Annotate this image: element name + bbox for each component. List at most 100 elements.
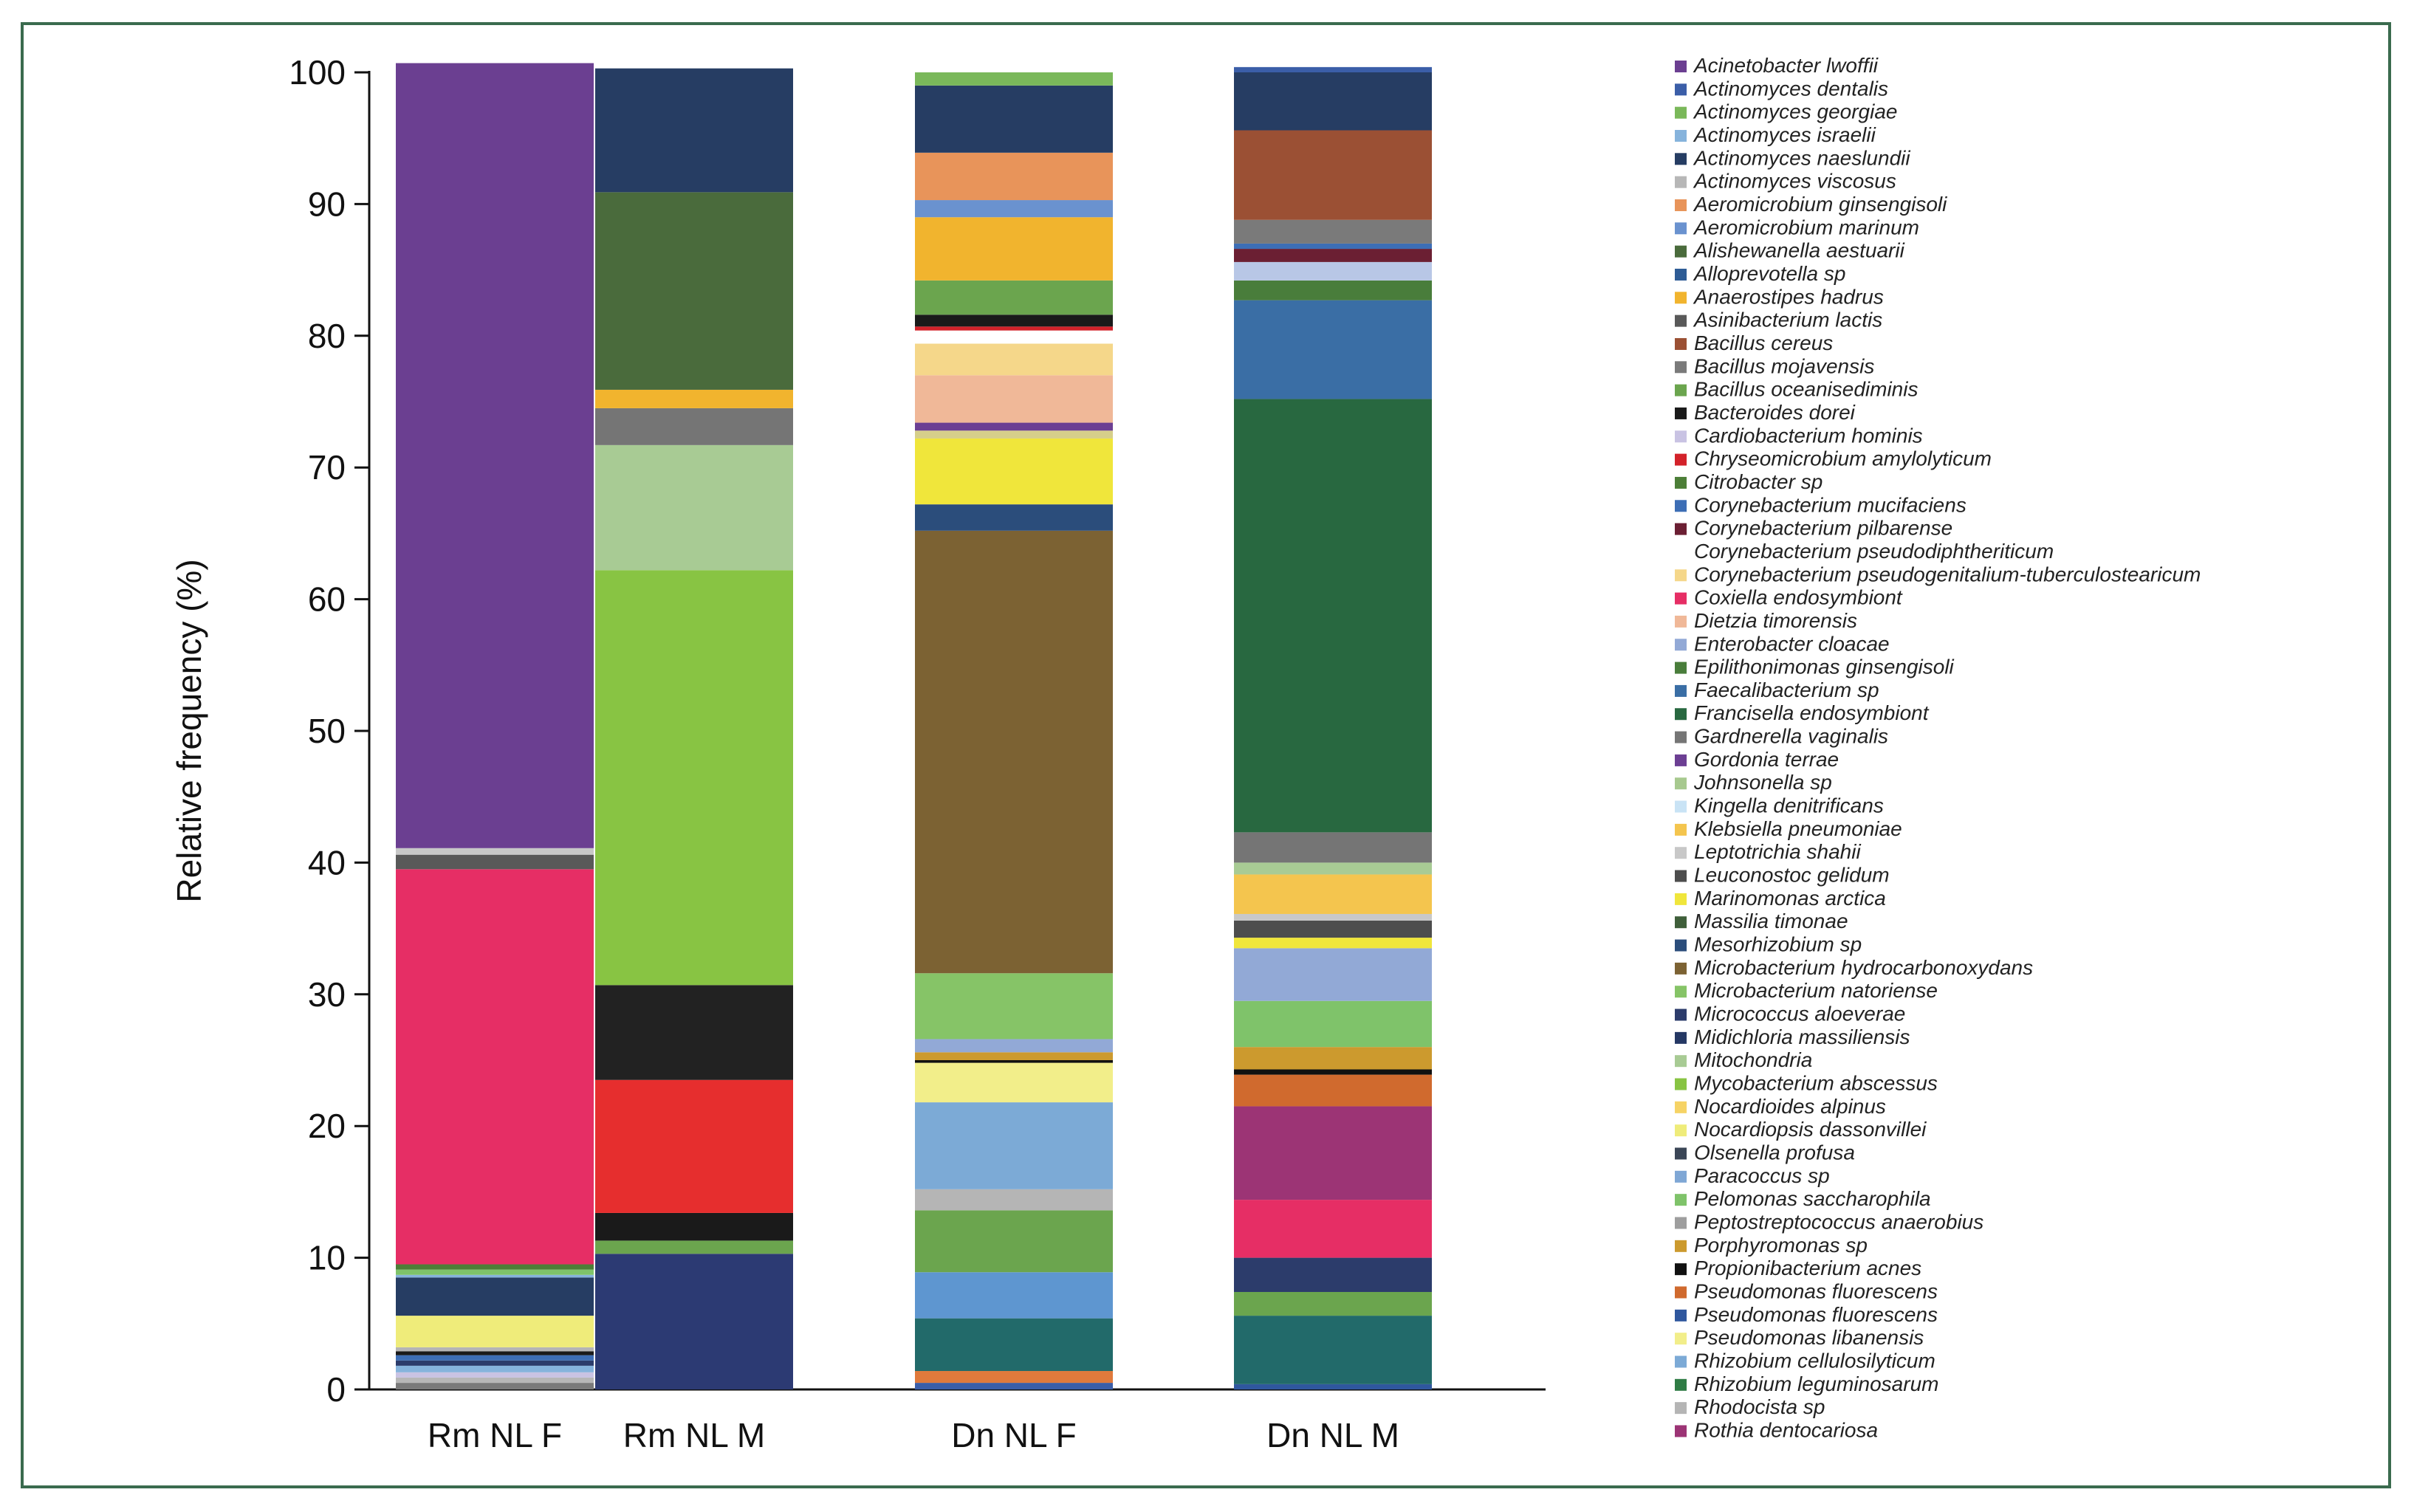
- x-category-label: Dn NL M: [1266, 1416, 1399, 1454]
- legend-label: Microbacterium natoriense: [1694, 979, 1938, 1002]
- legend-swatch: [1675, 1055, 1687, 1068]
- bar-segment: [396, 1269, 594, 1275]
- bar-segment: [1234, 832, 1432, 863]
- bar-segment: [1234, 948, 1432, 1001]
- legend-label: Porphyromonas sp: [1694, 1234, 1868, 1257]
- legend-swatch: [1675, 61, 1687, 72]
- bar-segment: [396, 848, 594, 855]
- bar-segment: [396, 1316, 594, 1347]
- bar-segment: [1234, 1047, 1432, 1070]
- legend-swatch: [1675, 684, 1687, 697]
- legend-label: Asinibacterium lactis: [1693, 309, 1882, 331]
- bar-segment: [396, 1347, 594, 1352]
- legend-swatch: [1675, 337, 1687, 350]
- bar-segment: [595, 1212, 793, 1241]
- bar-segment: [1234, 1291, 1432, 1316]
- legend-label: Faecalibacterium sp: [1694, 678, 1879, 701]
- bar-segment: [396, 1355, 594, 1361]
- bar-segment: [595, 1240, 793, 1254]
- y-tick-label: 20: [308, 1107, 346, 1145]
- y-tick-label: 30: [308, 975, 346, 1014]
- legend-label: Midichloria massiliensis: [1694, 1025, 1910, 1048]
- bar-segment: [1234, 1069, 1432, 1075]
- bar-segment: [396, 1365, 594, 1372]
- legend-swatch: [1675, 106, 1687, 119]
- legend-label: Anaerostipes hadrus: [1693, 285, 1884, 308]
- bar-segment: [915, 326, 1113, 331]
- bar-segment: [915, 1062, 1113, 1103]
- legend-swatch: [1675, 1194, 1687, 1206]
- bar-segment: [915, 200, 1113, 218]
- legend-swatch: [1675, 407, 1687, 419]
- legend-swatch: [1675, 315, 1687, 327]
- legend-label: Bacteroides dorei: [1694, 401, 1856, 424]
- y-tick-label: 90: [308, 185, 346, 223]
- legend-label: Massilia timonae: [1694, 910, 1848, 932]
- y-tick-label: 50: [308, 712, 346, 750]
- legend-swatch: [1675, 292, 1687, 304]
- bar-segment: [915, 430, 1113, 439]
- legend-label: Klebsiella pneumoniae: [1694, 817, 1902, 840]
- legend-label: Rhizobium cellulosilyticum: [1694, 1349, 1935, 1372]
- legend-swatch: [1675, 199, 1687, 211]
- bar-segment: [1234, 249, 1432, 262]
- legend-swatch: [1675, 129, 1687, 142]
- bar-segment: [396, 63, 594, 848]
- legend-label: Marinomonas arctica: [1694, 887, 1886, 910]
- legend-swatch: [1675, 823, 1687, 836]
- legend-label: Acinetobacter lwoffii: [1693, 54, 1879, 77]
- legend-swatch: [1675, 153, 1687, 165]
- legend-label: Kingella denitrificans: [1694, 794, 1884, 817]
- bar-segment: [915, 1371, 1113, 1384]
- bar-segment: [915, 973, 1113, 1040]
- bar-segment: [915, 1383, 1113, 1389]
- legend-label: Corynebacterium mucifaciens: [1694, 493, 1966, 516]
- bar-segment: [1234, 1200, 1432, 1258]
- bar-segment: [396, 1351, 594, 1355]
- bar-segment: [915, 504, 1113, 531]
- legend-label: Alloprevotella sp: [1693, 262, 1845, 285]
- legend-label: Actinomyces georgiae: [1693, 100, 1897, 123]
- bar-segment: [1234, 874, 1432, 914]
- legend-swatch: [1675, 662, 1687, 674]
- legend-swatch: [1675, 592, 1687, 605]
- bar-segment: [915, 1210, 1113, 1273]
- legend-label: Pelomonas saccharophila: [1694, 1187, 1931, 1210]
- legend-swatch: [1675, 361, 1687, 374]
- bar-segment: [595, 985, 793, 1080]
- bar-segment: [915, 343, 1113, 376]
- x-category-label: Rm NL F: [428, 1416, 562, 1454]
- bar-segment: [1234, 1074, 1432, 1107]
- y-tick-label: 10: [308, 1239, 346, 1277]
- legend-label: Pseudomonas fluorescens: [1694, 1303, 1938, 1326]
- legend-label: Gardnerella vaginalis: [1694, 725, 1888, 748]
- bar-segment: [915, 330, 1113, 344]
- bar-segment: [396, 869, 594, 1265]
- bar-segment: [1234, 280, 1432, 300]
- legend-label: Propionibacterium acnes: [1694, 1257, 1921, 1279]
- legend-label: Actinomyces naeslundii: [1693, 146, 1910, 169]
- legend-label: Coxiella endosymbiont: [1694, 586, 1903, 609]
- bar-segment: [915, 1189, 1113, 1211]
- x-category-label: Dn NL F: [951, 1416, 1077, 1454]
- bar-segment: [1234, 300, 1432, 399]
- y-tick-label: 60: [308, 580, 346, 619]
- bar-segment: [396, 1383, 594, 1389]
- bar-segment: [915, 375, 1113, 423]
- legend-swatch: [1675, 1170, 1687, 1183]
- bar-segment: [1234, 399, 1432, 833]
- legend-label: Rothia dentocariosa: [1694, 1418, 1878, 1441]
- legend-label: Actinomyces israelii: [1693, 123, 1876, 146]
- legend-swatch: [1675, 1147, 1687, 1160]
- legend-label: Mitochondria: [1694, 1048, 1812, 1071]
- bar-segment: [595, 1254, 793, 1389]
- bar-segment: [915, 530, 1113, 974]
- bar-segment: [1234, 261, 1432, 281]
- legend-swatch: [1675, 453, 1687, 466]
- legend-swatch: [1675, 800, 1687, 813]
- bar-segment: [915, 1039, 1113, 1053]
- legend-label: Epilithonimonas ginsengisoli: [1694, 656, 1955, 678]
- bar-segment: [915, 315, 1113, 327]
- legend-swatch: [1675, 939, 1687, 952]
- legend-swatch: [1675, 1402, 1687, 1415]
